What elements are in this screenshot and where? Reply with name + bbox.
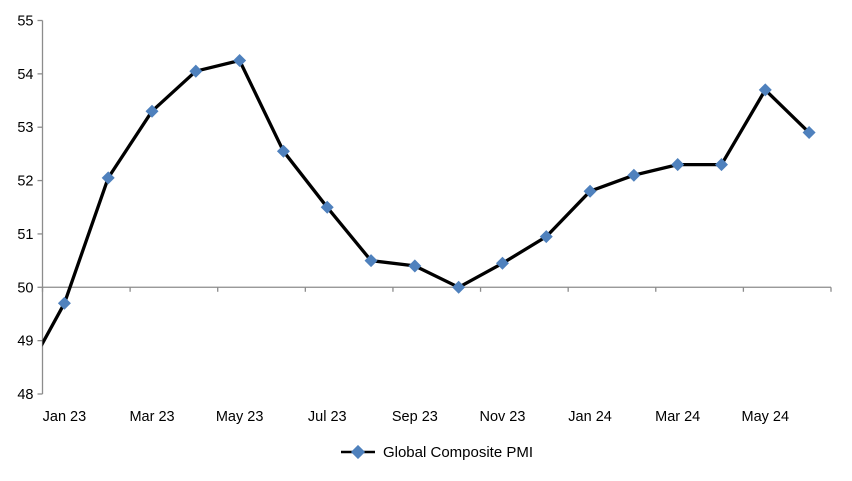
data-point-marker	[408, 259, 422, 273]
x-axis-tick-label: Nov 23	[479, 409, 525, 425]
data-point-marker	[583, 184, 597, 198]
data-point-marker	[671, 158, 685, 172]
data-point-marker	[802, 126, 816, 140]
data-point-marker	[452, 280, 466, 294]
chart-legend: Global Composite PMI	[42, 440, 831, 464]
data-point-marker	[320, 200, 334, 214]
legend-series-swatch	[340, 445, 375, 459]
x-axis-tick-label: May 24	[742, 409, 790, 425]
x-axis-tick-label: Jul 23	[308, 409, 347, 425]
data-point-marker	[189, 64, 203, 78]
data-point-marker	[101, 171, 115, 185]
x-axis-tick-label: Mar 24	[655, 409, 700, 425]
y-axis-tick-label: 54	[17, 67, 33, 83]
y-axis-tick-label: 55	[17, 14, 33, 30]
legend-series-label: Global Composite PMI	[382, 443, 534, 461]
x-axis-tick-label: May 23	[216, 409, 264, 425]
data-point-marker	[57, 296, 71, 310]
data-point-marker	[276, 144, 290, 158]
x-axis-tick-label: Mar 23	[129, 409, 174, 425]
legend-diamond-marker-icon	[350, 445, 366, 459]
y-axis-tick-label: 52	[17, 174, 33, 190]
data-line	[42, 58, 811, 347]
data-point-marker	[627, 168, 641, 182]
y-axis-tick-label: 53	[17, 120, 33, 136]
data-point-marker	[539, 230, 553, 244]
y-axis-tick-label: 51	[17, 227, 33, 243]
data-point-marker	[233, 54, 247, 68]
data-point-marker	[758, 83, 772, 97]
y-axis-tick-label: 50	[17, 280, 33, 296]
x-axis-tick-label: Sep 23	[392, 409, 438, 425]
data-point-marker	[495, 256, 509, 270]
data-point-marker	[145, 104, 159, 118]
x-axis-tick-label: Jan 23	[43, 409, 87, 425]
data-point-marker	[364, 254, 378, 268]
x-axis-tick-label: Jan 24	[568, 409, 612, 425]
series-group	[42, 54, 816, 347]
y-axis-tick-label: 48	[17, 387, 33, 403]
data-point-marker	[714, 158, 728, 172]
y-axis-tick-label: 49	[17, 334, 33, 350]
